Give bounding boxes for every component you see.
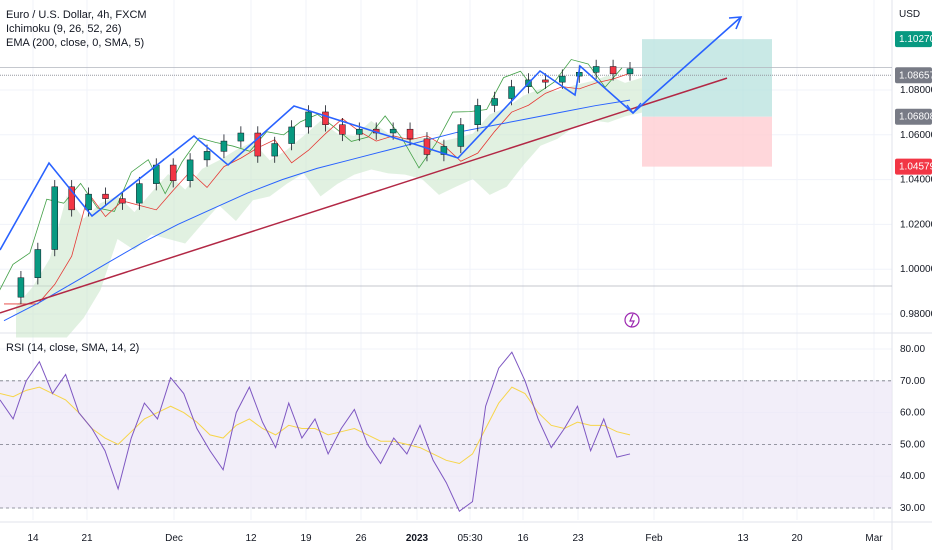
candle-body [474,105,481,125]
elliott-zigzag [0,16,742,251]
rsi-sma-line [0,386,631,465]
candle-body [254,132,262,157]
price-badge [895,108,932,125]
price-badge-label: 1.04579 [899,162,932,173]
rsi-legend: RSI (14, close, SMA, 14, 2) [6,341,139,355]
candle-body [305,111,312,128]
zigzag-arrowhead [728,16,743,30]
price-badge [895,158,932,175]
candle-body [271,143,278,157]
candle-body [85,193,92,211]
rsi-tick-label: 40.00 [900,471,925,482]
price-badge-label: 1.10270 [899,34,932,45]
ichimoku-cloud [16,75,642,338]
lightning-icon [624,312,640,328]
rising-trendline [0,77,728,314]
candle-body [136,183,143,204]
price-tick-label: 1.04000 [900,175,932,186]
time-tick-label: 23 [572,533,584,544]
candle-body [356,128,363,135]
candle-body [34,249,42,278]
chart-title[interactable]: Euro / U.S. Dollar, 4h, FXCM [6,9,147,21]
time-tick-label: 26 [355,533,367,544]
time-tick-label: Feb [645,533,663,544]
time-tick-label: 12 [245,533,257,544]
time-tick-label: 20 [791,533,803,544]
candle-body [542,79,549,83]
price-tick-label: 1.00000 [900,264,932,275]
rsi-title[interactable]: RSI (14, close, SMA, 14, 2) [6,342,140,354]
time-tick-label: 14 [27,533,39,544]
price-tick-label: 1.08000 [900,85,932,96]
price-tick-label: 0.98000 [900,309,932,320]
candle-body [322,111,329,125]
price-badge [895,67,932,84]
price-legend: Euro / U.S. Dollar, 4h, FXCM Ichimoku (9… [6,8,147,50]
candle-body [186,159,194,181]
ema-200-line [3,99,631,322]
time-tick-label: 16 [517,533,529,544]
candle-body [102,193,109,199]
candle-body [440,146,448,155]
price-badge-label: 1.06808 [899,112,932,123]
time-tick-label: 2023 [406,533,429,544]
rsi-tick-label: 30.00 [900,503,925,514]
time-tick-label: 19 [300,533,312,544]
currency-text: USD [899,9,921,20]
price-badge [895,31,932,48]
zigzag-dip-arrow [626,102,642,115]
ema-legend[interactable]: EMA (200, close, 0, SMA, 5) [6,37,145,49]
currency-label: USD [899,8,920,22]
rsi-tick-label: 80.00 [900,344,925,355]
rsi-tick-label: 60.00 [900,408,925,419]
candle-body [288,126,295,144]
candle-body [609,66,617,75]
time-tick-label: 21 [81,533,93,544]
lightning-icon-bolt [629,313,635,328]
price-badge-label: 1.08657 [899,70,932,81]
time-tick-label: 13 [737,533,749,544]
time-tick-label: Dec [165,533,183,544]
candle-body [508,86,515,99]
stop-zone [642,116,772,167]
candle-body [119,198,126,204]
price-tick-label: 1.02000 [900,219,932,230]
ichimoku-legend[interactable]: Ichimoku (9, 26, 52, 26) [6,23,122,35]
rsi-tick-label: 70.00 [900,376,925,387]
rsi-line [0,351,631,512]
candle-body [339,124,346,135]
candle-body [626,68,634,75]
candle-body [237,132,245,142]
candle-body [406,128,414,140]
target-zone [642,39,772,117]
candle-body [491,98,498,106]
candle-body [169,164,177,181]
candle-body [220,140,228,152]
candle-body [389,128,397,134]
candle-body [17,277,25,298]
kijun-line [4,72,631,305]
candle-body [203,151,211,161]
candle-body [592,66,600,73]
price-tick-label: 1.06000 [900,130,932,141]
candle-body [457,124,465,147]
rsi-tick-label: 50.00 [900,439,925,450]
candle-body [559,75,566,83]
time-tick-label: Mar [865,533,883,544]
candle-body [68,186,75,211]
candle-body [51,186,59,250]
time-tick-label: 05:30 [457,533,482,544]
